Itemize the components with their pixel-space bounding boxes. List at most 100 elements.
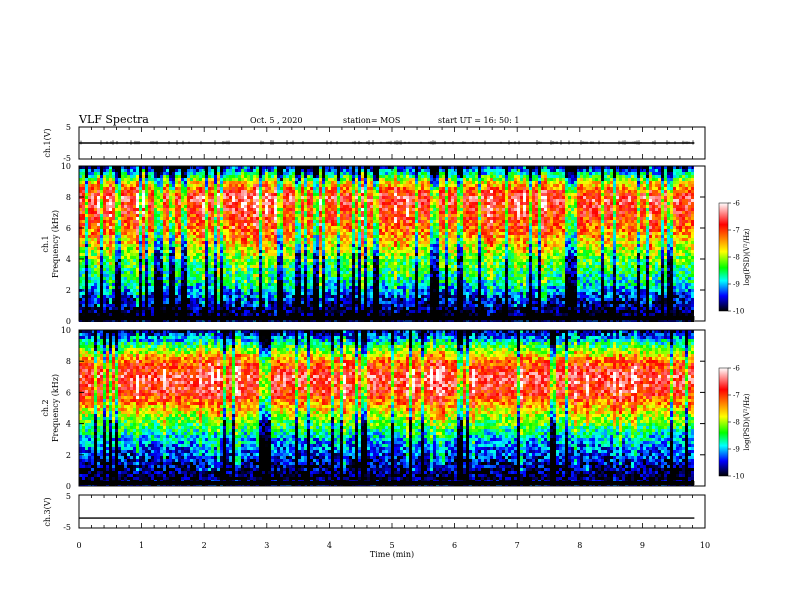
spectrogram-cell: [175, 298, 178, 301]
spectrogram-cell: [199, 229, 202, 232]
spectrogram-cell: [307, 280, 310, 283]
spectrogram-cell: [253, 241, 256, 244]
spectrogram-cell: [85, 262, 88, 265]
spectrogram-cell: [178, 184, 181, 187]
spectrogram-cell: [295, 265, 298, 268]
spectrogram-cell: [208, 307, 211, 310]
spectrogram-cell: [346, 295, 349, 298]
spectrogram-cell: [88, 172, 91, 175]
spectrogram-cell: [94, 295, 97, 298]
spectrogram-cell: [256, 268, 259, 271]
spectrogram-cell: [238, 214, 241, 217]
spectrogram-cell: [121, 277, 124, 280]
spectrogram-cell: [79, 295, 82, 298]
spectrogram-cell: [253, 175, 256, 178]
spectrogram-cell: [175, 169, 178, 172]
spectrogram-cell: [334, 307, 337, 310]
spectrogram-cell: [256, 289, 259, 292]
spectrogram-cell: [238, 250, 241, 253]
spectrogram-cell: [85, 175, 88, 178]
spectrogram-cell: [349, 178, 352, 181]
spectrogram-cell: [340, 202, 343, 205]
spectrogram-cell: [118, 277, 121, 280]
spectrogram-cell: [280, 280, 283, 283]
spectrogram-cell: [142, 304, 145, 307]
spectrogram-cell: [109, 181, 112, 184]
spectrogram-cell: [298, 286, 301, 289]
spectrogram-cell: [97, 220, 100, 223]
spectrogram-cell: [157, 178, 160, 181]
spectrogram-cell: [97, 277, 100, 280]
spectrogram-cell: [304, 280, 307, 283]
spectrogram-cell: [193, 199, 196, 202]
spectrogram-cell: [307, 307, 310, 310]
spectrogram-cell: [295, 217, 298, 220]
spectrogram-cell: [247, 310, 250, 313]
spectrogram-cell: [220, 250, 223, 253]
spectrogram-cell: [343, 190, 346, 193]
spectrogram-cell: [79, 265, 82, 268]
spectrogram-cell: [127, 169, 130, 172]
spectrogram-cell: [112, 181, 115, 184]
spectrogram-cell: [298, 205, 301, 208]
spectrogram-cell: [313, 196, 316, 199]
spectrogram-cell: [346, 187, 349, 190]
spectrogram-cell: [322, 211, 325, 214]
spectrogram-cell: [244, 226, 247, 229]
spectrogram-cell: [283, 244, 286, 247]
spectrogram-cell: [205, 259, 208, 262]
spectrogram-cell: [106, 280, 109, 283]
spectrogram-cell: [259, 190, 262, 193]
spectrogram-cell: [226, 313, 229, 316]
spectrogram-cell: [97, 211, 100, 214]
spectrogram-cell: [181, 223, 184, 226]
spectrogram-cell: [319, 268, 322, 271]
spectrogram-cell: [202, 298, 205, 301]
spectrogram-cell: [148, 208, 151, 211]
spectrogram-cell: [277, 190, 280, 193]
spectrogram-cell: [196, 268, 199, 271]
spectrogram-cell: [316, 166, 319, 169]
spectrogram-cell: [358, 166, 361, 169]
spectrogram-cell: [289, 253, 292, 256]
spectrogram-cell: [328, 265, 331, 268]
spectrogram-cell: [265, 298, 268, 301]
spectrogram-cell: [337, 253, 340, 256]
spectrogram-cell: [322, 193, 325, 196]
spectrogram-cell: [130, 247, 133, 250]
spectrogram-cell: [184, 172, 187, 175]
spectrogram-cell: [133, 295, 136, 298]
spectrogram-cell: [97, 283, 100, 286]
spectrogram-cell: [298, 175, 301, 178]
spectrogram-cell: [199, 238, 202, 241]
spectrogram-cell: [175, 256, 178, 259]
spectrogram-cell: [205, 289, 208, 292]
spectrogram-cell: [271, 277, 274, 280]
spectrogram-cell: [124, 223, 127, 226]
spectrogram-cell: [277, 301, 280, 304]
spectrogram-cell: [280, 175, 283, 178]
spectrogram-cell: [301, 250, 304, 253]
spectrogram-cell: [88, 274, 91, 277]
spectrogram-cell: [154, 232, 157, 235]
spectrogram-cell: [79, 217, 82, 220]
spectrogram-cell: [130, 235, 133, 238]
spectrogram-cell: [286, 217, 289, 220]
spectrogram-cell: [244, 307, 247, 310]
spectrogram-cell: [124, 187, 127, 190]
spectrogram-cell: [268, 268, 271, 271]
spectrogram-cell: [214, 208, 217, 211]
spectrogram-cell: [91, 268, 94, 271]
spectrogram-cell: [307, 250, 310, 253]
spectrogram-cell: [103, 304, 106, 307]
spectrogram-cell: [97, 256, 100, 259]
spectrogram-cell: [130, 244, 133, 247]
spectrogram-cell: [355, 262, 358, 265]
spectrogram-cell: [328, 202, 331, 205]
spectrogram-cell: [346, 274, 349, 277]
spectrogram-cell: [355, 259, 358, 262]
spectrogram-cell: [274, 166, 277, 169]
spectrogram-cell: [334, 226, 337, 229]
spectrogram-cell: [79, 310, 82, 313]
spectrogram-cell: [193, 310, 196, 313]
